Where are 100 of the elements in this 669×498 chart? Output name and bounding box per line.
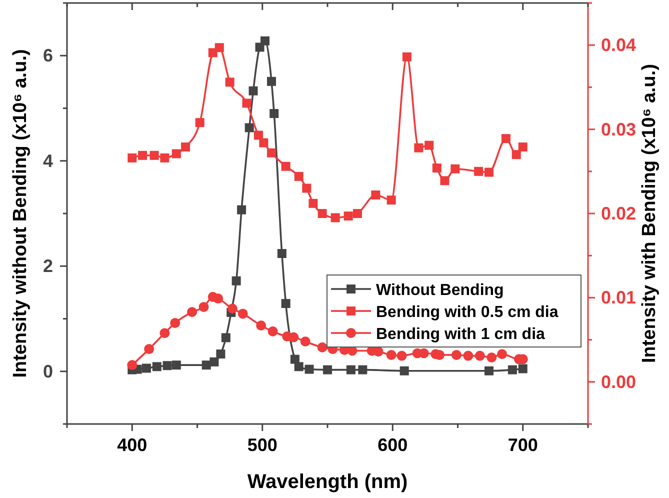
point	[195, 118, 204, 128]
y2-tick-label: 0.02	[601, 204, 636, 224]
point	[214, 43, 224, 52]
y-tick-label: 6	[42, 46, 53, 66]
point	[294, 362, 304, 372]
point	[308, 198, 318, 208]
point	[486, 352, 497, 362]
point	[518, 142, 528, 152]
point	[160, 328, 170, 338]
point	[242, 98, 252, 108]
point	[440, 176, 450, 186]
y-tick-label: 2	[42, 256, 53, 276]
point	[300, 336, 310, 346]
point	[187, 307, 198, 318]
point	[302, 184, 312, 193]
point	[266, 148, 276, 158]
point	[227, 304, 238, 314]
point	[474, 166, 484, 176]
point	[244, 123, 254, 132]
x-tick-label: 400	[117, 435, 148, 455]
legend-label: Bending with 1 cm dia	[376, 326, 546, 343]
point	[128, 153, 137, 162]
point	[344, 212, 353, 221]
point	[221, 333, 230, 342]
point	[402, 52, 412, 62]
point	[266, 76, 276, 86]
point	[232, 276, 241, 286]
point	[318, 209, 327, 218]
point	[373, 346, 384, 357]
point	[474, 350, 485, 361]
point	[237, 205, 246, 214]
point	[160, 153, 170, 162]
point	[268, 326, 278, 336]
point	[142, 364, 151, 373]
point	[172, 149, 181, 158]
point	[213, 294, 224, 304]
legend-label: Without Bending	[376, 282, 504, 299]
point	[260, 36, 270, 46]
point	[463, 350, 474, 361]
point	[294, 172, 304, 181]
y2-tick-label: 0.01	[601, 288, 636, 308]
point	[281, 298, 290, 308]
x-tick-label: 500	[247, 435, 278, 455]
x-tick-label: 700	[508, 435, 538, 455]
point	[424, 140, 434, 150]
point	[434, 350, 445, 360]
point	[277, 248, 286, 258]
y-tick-label: 0	[42, 361, 53, 382]
point	[346, 365, 356, 374]
point	[358, 365, 368, 374]
point	[371, 190, 380, 200]
point	[450, 164, 460, 174]
point	[352, 209, 362, 218]
point	[288, 332, 299, 342]
point	[386, 350, 396, 360]
y-axis-title: Intensity without Bending (x10⁶ a.u.)	[10, 49, 31, 378]
point	[518, 364, 528, 374]
point	[138, 150, 148, 160]
point	[144, 344, 154, 354]
y-tick-label: 4	[42, 150, 53, 171]
point	[317, 342, 328, 352]
point	[497, 349, 508, 360]
point	[216, 350, 226, 359]
point	[323, 365, 332, 374]
point	[484, 366, 494, 376]
point	[512, 150, 521, 160]
point	[270, 109, 279, 118]
y2-tick-label: 0.04	[601, 35, 636, 56]
point	[170, 318, 180, 328]
point	[304, 364, 314, 374]
point	[386, 196, 396, 205]
point	[172, 360, 181, 370]
point	[259, 138, 268, 148]
point	[127, 360, 138, 370]
point	[396, 350, 407, 361]
point	[451, 350, 462, 360]
y2-tick-label: 0.00	[601, 372, 636, 392]
point	[484, 168, 494, 177]
x-tick-label: 600	[378, 435, 408, 455]
point	[400, 366, 409, 376]
point	[414, 143, 424, 152]
y2-axis-title: Intensity with Bending (x10⁶ a.u.)	[639, 64, 660, 364]
point	[254, 130, 263, 140]
point	[248, 86, 258, 96]
y2-tick-label: 0.03	[601, 119, 636, 140]
point	[181, 142, 190, 152]
point	[281, 162, 290, 171]
point	[508, 365, 517, 374]
point	[256, 320, 266, 330]
point	[330, 213, 340, 222]
point	[238, 308, 248, 319]
point	[225, 78, 234, 87]
point	[150, 150, 159, 160]
legend-label: Bending with 0.5 cm dia	[376, 304, 558, 321]
x-axis-title: Wavelength (nm)	[247, 471, 408, 493]
point	[152, 362, 162, 372]
point	[198, 302, 209, 312]
point	[432, 164, 442, 173]
point	[162, 361, 172, 370]
point	[210, 357, 219, 366]
